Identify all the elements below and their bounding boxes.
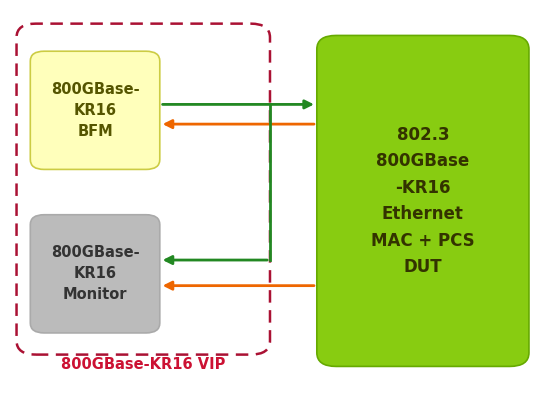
FancyBboxPatch shape xyxy=(30,51,160,169)
Text: 800GBase-KR16 VIP: 800GBase-KR16 VIP xyxy=(61,357,225,372)
FancyBboxPatch shape xyxy=(317,35,529,366)
FancyBboxPatch shape xyxy=(30,215,160,333)
Text: 800GBase-
KR16
Monitor: 800GBase- KR16 Monitor xyxy=(51,245,139,302)
Text: 800GBase-
KR16
BFM: 800GBase- KR16 BFM xyxy=(51,82,139,139)
Text: 802.3
800GBase
-KR16
Ethernet
MAC + PCS
DUT: 802.3 800GBase -KR16 Ethernet MAC + PCS … xyxy=(371,126,475,276)
